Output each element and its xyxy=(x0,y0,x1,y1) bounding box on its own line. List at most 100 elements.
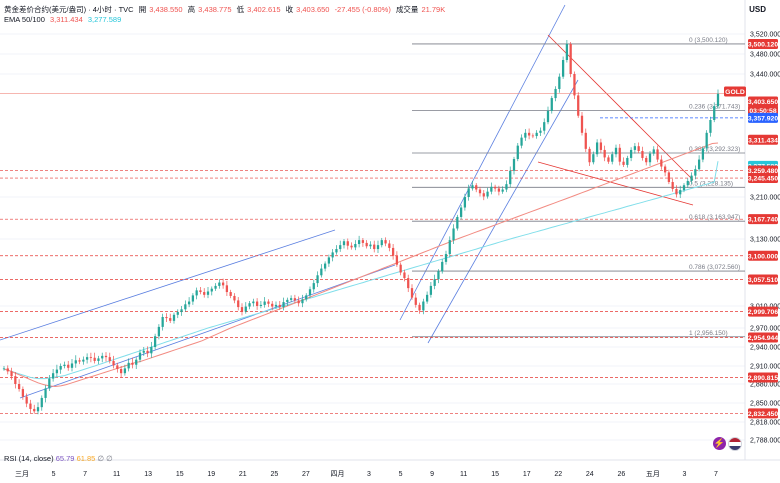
candle-body xyxy=(422,301,425,311)
candle-body xyxy=(331,252,334,258)
candle-body xyxy=(705,132,708,149)
candle-body xyxy=(501,189,504,192)
candle-body xyxy=(437,271,440,280)
y-tick-label: 3,520.000 xyxy=(750,32,780,39)
candle-body xyxy=(267,301,270,304)
candle-body xyxy=(6,368,9,372)
candle-body xyxy=(535,132,538,137)
open-value: 3,438.550 xyxy=(149,5,183,14)
candle-body xyxy=(169,318,172,321)
candle-body xyxy=(184,304,187,310)
candle-body xyxy=(645,157,648,163)
candle-body xyxy=(675,188,678,195)
candle-body xyxy=(603,149,606,158)
candle-body xyxy=(293,298,297,301)
candle-body xyxy=(463,197,467,208)
candle-body xyxy=(493,186,497,189)
candle-body xyxy=(63,364,66,366)
open-label: 開 xyxy=(138,5,147,14)
candle-body xyxy=(108,357,111,361)
x-tick-label: 11 xyxy=(113,471,120,478)
candle-body xyxy=(10,371,13,377)
price-tag-box xyxy=(748,214,778,225)
candle-body xyxy=(74,360,77,364)
price-tag-box xyxy=(748,96,778,107)
ema50-line xyxy=(3,142,719,388)
candle-body xyxy=(104,355,108,358)
candle-body xyxy=(595,142,599,155)
downtrend-upper-line xyxy=(547,34,694,181)
chart-header-row2: EMA 50/100 3,311.434 3,277.589 xyxy=(4,15,124,24)
candle-body xyxy=(274,304,278,307)
candle-body xyxy=(629,149,633,158)
candle-body xyxy=(2,368,6,370)
candle-body xyxy=(89,357,93,358)
fib-level-label: 0.382 (3,292.323) xyxy=(689,146,740,153)
x-tick-label: 7 xyxy=(83,471,87,478)
candle-body xyxy=(354,244,357,248)
candle-body xyxy=(524,132,527,138)
close-label: 收 xyxy=(285,5,294,14)
price-tag-label: 3,357.920 xyxy=(748,115,778,122)
candle-body xyxy=(218,282,221,286)
price-tag-box xyxy=(748,173,778,184)
x-tick-label: 15 xyxy=(491,471,499,478)
candle-body xyxy=(82,359,85,362)
ema50-value: 3,311.434 xyxy=(49,15,83,24)
candle-body xyxy=(323,263,327,269)
candle-body xyxy=(365,242,368,247)
x-tick-label: 13 xyxy=(144,471,152,478)
candle-body xyxy=(350,245,353,248)
candle-body xyxy=(697,159,701,170)
price-tag-label: 3,167.740 xyxy=(748,217,778,224)
candle-body xyxy=(399,264,402,273)
candle-body xyxy=(116,365,119,369)
candle-body xyxy=(539,130,542,133)
candle-body xyxy=(210,288,213,292)
price-tag-box xyxy=(748,134,778,145)
candle-body xyxy=(17,384,21,390)
volume-label: 成交量 xyxy=(395,5,419,14)
candle-body xyxy=(410,288,414,298)
candle-body xyxy=(361,240,365,243)
candle-body xyxy=(297,300,300,304)
candle-body xyxy=(48,378,51,389)
x-tick-label: 22 xyxy=(554,471,562,478)
candle-body xyxy=(263,301,266,305)
x-tick-label: 24 xyxy=(586,471,594,478)
candle-body xyxy=(622,161,625,165)
candle-body xyxy=(626,157,629,165)
candle-body xyxy=(448,240,451,255)
candle-body xyxy=(233,295,236,301)
rsi-label[interactable]: RSI (14, close) xyxy=(4,454,54,463)
change-value: -27.455 (-0.80%) xyxy=(334,5,391,14)
currency-label[interactable]: USD xyxy=(749,5,766,14)
lightning-icon[interactable]: ⚡ xyxy=(713,437,726,450)
price-tag-box xyxy=(748,372,778,383)
price-tag-box xyxy=(748,165,778,176)
ema-label[interactable]: EMA 50/100 xyxy=(4,15,45,24)
fib-level-label: 0.5 (3,228.135) xyxy=(689,180,733,187)
price-tag-label: 2,999.706 xyxy=(748,309,778,316)
candle-body xyxy=(656,149,659,160)
candle-body xyxy=(165,317,168,319)
candle-body xyxy=(123,368,127,374)
x-tick-label: 15 xyxy=(176,471,184,478)
candle-body xyxy=(554,88,557,99)
candle-body xyxy=(660,159,663,167)
candle-body xyxy=(146,350,149,354)
candle-body xyxy=(14,376,17,384)
candle-body xyxy=(599,142,603,150)
candle-body xyxy=(652,149,655,154)
x-tick-label: 25 xyxy=(270,471,278,478)
candle-body xyxy=(456,216,459,229)
price-tag-label: 3,057.510 xyxy=(748,277,778,284)
candle-body xyxy=(248,303,251,307)
candle-body xyxy=(588,148,591,163)
symbol-title[interactable]: 黄金差价合约(美元/盎司) · 4小时 · TVC xyxy=(4,5,134,14)
us-flag-icon[interactable] xyxy=(728,437,742,451)
candle-body xyxy=(558,76,561,89)
candle-body xyxy=(663,166,667,173)
price-tag-box xyxy=(748,408,778,419)
